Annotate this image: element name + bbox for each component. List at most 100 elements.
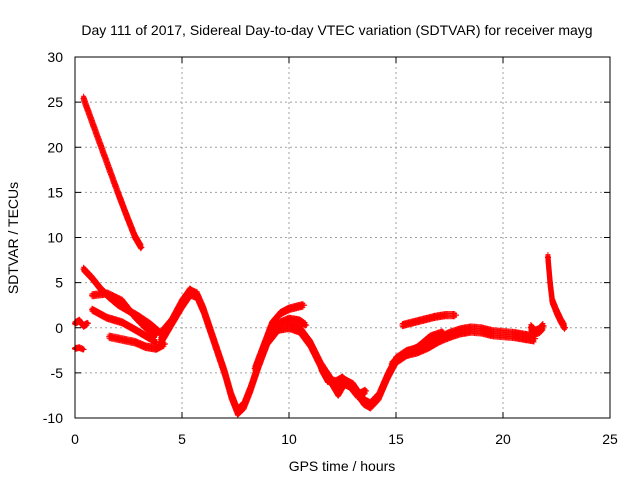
data-point bbox=[211, 338, 218, 345]
data-point bbox=[104, 290, 111, 297]
data-point bbox=[80, 95, 87, 102]
data-point bbox=[131, 339, 138, 346]
data-point bbox=[268, 320, 275, 327]
data-point bbox=[200, 306, 207, 313]
data-point bbox=[414, 344, 421, 351]
data-point bbox=[339, 375, 346, 382]
data-point bbox=[547, 279, 554, 286]
data-point bbox=[375, 393, 382, 400]
y-tick-label: 10 bbox=[47, 230, 63, 246]
x-tick-label: 5 bbox=[178, 431, 186, 447]
data-point bbox=[138, 244, 145, 251]
data-point bbox=[260, 342, 267, 349]
data-point bbox=[307, 340, 314, 347]
data-point bbox=[489, 330, 496, 337]
data-point bbox=[536, 327, 543, 334]
data-point bbox=[153, 339, 160, 346]
data-point bbox=[89, 306, 96, 313]
data-point bbox=[247, 386, 254, 393]
series-mid-oscillation bbox=[268, 314, 310, 336]
data-point bbox=[146, 321, 153, 328]
series-markers bbox=[399, 311, 459, 330]
data-point bbox=[89, 275, 96, 282]
data-point bbox=[467, 326, 474, 333]
data-point bbox=[363, 387, 370, 394]
data-point bbox=[367, 402, 374, 409]
data-point bbox=[420, 316, 427, 323]
series-cluster-21 bbox=[527, 321, 547, 338]
data-point bbox=[179, 302, 185, 309]
x-axis: 0 5 10 15 20 25 bbox=[71, 57, 618, 447]
data-point bbox=[335, 389, 342, 396]
data-point bbox=[89, 292, 96, 299]
data-point bbox=[440, 329, 447, 336]
data-point bbox=[500, 331, 506, 338]
data-point bbox=[221, 369, 228, 376]
x-axis-label: GPS time / hours bbox=[289, 458, 396, 474]
series-markers bbox=[158, 286, 538, 418]
data-point bbox=[80, 266, 87, 273]
data-point bbox=[142, 324, 149, 331]
data-point bbox=[153, 345, 160, 352]
data-point bbox=[80, 346, 87, 353]
data-point bbox=[277, 310, 284, 317]
series-steep-early bbox=[80, 93, 145, 252]
y-axis: -10 -5 0 5 10 15 20 25 30 bbox=[43, 49, 610, 426]
data-point bbox=[268, 328, 275, 335]
series-bottom-decay bbox=[106, 332, 168, 353]
data-point bbox=[296, 317, 303, 324]
data-point bbox=[76, 344, 83, 351]
y-tick-label: 0 bbox=[55, 320, 63, 336]
series-upper-oscillation bbox=[251, 301, 307, 373]
data-point bbox=[286, 322, 292, 329]
data-point bbox=[76, 317, 83, 324]
series-markers bbox=[81, 264, 194, 338]
data-point bbox=[457, 328, 464, 335]
series-markers bbox=[545, 252, 568, 332]
y-tick-label: 5 bbox=[55, 275, 63, 291]
data-point bbox=[446, 331, 453, 338]
series-main-oscillation bbox=[157, 286, 539, 418]
y-tick-label: -5 bbox=[51, 365, 64, 381]
data-point bbox=[187, 289, 194, 296]
data-point bbox=[452, 312, 459, 319]
data-point bbox=[234, 408, 241, 415]
grid bbox=[75, 57, 610, 418]
data-point bbox=[303, 322, 310, 329]
series-markers bbox=[252, 301, 307, 373]
series-flat-upper bbox=[399, 311, 459, 330]
data-point bbox=[106, 165, 113, 172]
data-point bbox=[521, 333, 528, 340]
data-point bbox=[142, 332, 149, 339]
data-point bbox=[131, 233, 138, 240]
data-point bbox=[324, 377, 331, 384]
data-point bbox=[296, 326, 303, 333]
data-point bbox=[388, 360, 395, 367]
data-point bbox=[97, 142, 104, 149]
data-point bbox=[131, 326, 138, 333]
y-tick-label: 20 bbox=[47, 139, 63, 155]
series-secondary-trough bbox=[318, 363, 370, 401]
data-point bbox=[510, 331, 517, 338]
x-tick-label: 15 bbox=[388, 431, 404, 447]
data-point bbox=[425, 342, 432, 349]
data-point bbox=[193, 292, 200, 299]
data-point bbox=[251, 365, 258, 372]
data-point bbox=[157, 338, 164, 345]
chart-title: Day 111 of 2017, Sidereal Day-to-day VTE… bbox=[81, 22, 592, 38]
x-tick-label: 0 bbox=[71, 431, 79, 447]
y-axis-label: SDTVAR / TECUs bbox=[5, 182, 21, 294]
data-point bbox=[399, 322, 406, 329]
x-tick-label: 25 bbox=[602, 431, 618, 447]
data-point bbox=[431, 313, 438, 320]
data-point bbox=[153, 331, 160, 338]
data-point bbox=[300, 302, 307, 309]
data-point bbox=[354, 392, 361, 399]
data-point bbox=[384, 373, 391, 380]
data-point bbox=[442, 312, 449, 319]
data-point bbox=[318, 365, 325, 372]
data-point bbox=[360, 398, 367, 405]
y-tick-label: 15 bbox=[47, 184, 63, 200]
data-point bbox=[410, 319, 417, 326]
